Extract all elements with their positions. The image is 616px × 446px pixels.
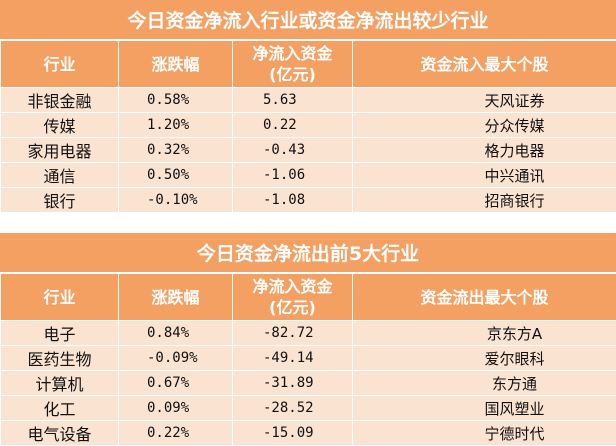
change-cell: -0.09% — [119, 346, 233, 371]
industry-cell: 家用电器 — [1, 138, 119, 163]
inflow-table: 行业 涨跌幅 净流入资金 (亿元) 资金流入最大个股 非银金融 0.58% 5.… — [0, 40, 616, 213]
change-cell: 0.09% — [119, 396, 233, 421]
table-row: 传媒 1.20% 0.22 分众传媒 — [1, 113, 616, 138]
net-inflow-header-line2: (亿元) — [233, 64, 352, 85]
top-stock-cell: 国风塑业 — [353, 396, 616, 421]
change-cell: 0.67% — [119, 371, 233, 396]
top-stock-cell: 中兴通讯 — [353, 163, 616, 188]
table-row: 电子 0.84% -82.72 京东方A — [1, 321, 616, 346]
outflow-header-row: 行业 涨跌幅 净流入资金 (亿元) 资金流出最大个股 — [1, 274, 616, 321]
change-cell: 0.58% — [119, 88, 233, 113]
change-cell: 0.84% — [119, 321, 233, 346]
inflow-table-title: 今日资金净流入行业或资金净流出较少行业 — [0, 0, 616, 40]
net-inflow-cell: -1.08 — [233, 188, 353, 213]
industry-cell: 计算机 — [1, 371, 119, 396]
net-inflow-header-line2: (亿元) — [233, 297, 352, 318]
column-header-change: 涨跌幅 — [119, 274, 233, 321]
table-row: 银行 -0.10% -1.08 招商银行 — [1, 188, 616, 213]
net-inflow-cell: -28.52 — [233, 396, 353, 421]
change-cell: -0.10% — [119, 188, 233, 213]
column-header-net-inflow: 净流入资金 (亿元) — [233, 274, 353, 321]
top-stock-cell: 爱尔眼科 — [353, 346, 616, 371]
industry-cell: 通信 — [1, 163, 119, 188]
top-stock-cell: 宁德时代 — [353, 421, 616, 446]
outflow-section: 今日资金净流出前5大行业 行业 涨跌幅 净流入资金 (亿元) 资金流出最大个股 … — [0, 233, 616, 446]
net-inflow-cell: -1.06 — [233, 163, 353, 188]
column-header-industry: 行业 — [1, 41, 119, 88]
net-inflow-cell: 0.22 — [233, 113, 353, 138]
table-row: 非银金融 0.58% 5.63 天风证券 — [1, 88, 616, 113]
top-stock-cell: 格力电器 — [353, 138, 616, 163]
industry-cell: 电气设备 — [1, 421, 119, 446]
change-cell: 0.22% — [119, 421, 233, 446]
table-row: 家用电器 0.32% -0.43 格力电器 — [1, 138, 616, 163]
industry-cell: 非银金融 — [1, 88, 119, 113]
inflow-section: 今日资金净流入行业或资金净流出较少行业 行业 涨跌幅 净流入资金 (亿元) 资金… — [0, 0, 616, 213]
industry-cell: 银行 — [1, 188, 119, 213]
top-stock-cell: 京东方A — [353, 321, 616, 346]
column-header-top-stock: 资金流出最大个股 — [353, 274, 616, 321]
top-stock-cell: 东方通 — [353, 371, 616, 396]
industry-cell: 传媒 — [1, 113, 119, 138]
net-inflow-header-line1: 净流入资金 — [233, 276, 352, 297]
column-header-net-inflow: 净流入资金 (亿元) — [233, 41, 353, 88]
industry-cell: 医药生物 — [1, 346, 119, 371]
change-cell: 0.32% — [119, 138, 233, 163]
outflow-table: 行业 涨跌幅 净流入资金 (亿元) 资金流出最大个股 电子 0.84% -82.… — [0, 273, 616, 446]
change-cell: 0.50% — [119, 163, 233, 188]
table-row: 电气设备 0.22% -15.09 宁德时代 — [1, 421, 616, 446]
net-inflow-cell: -82.72 — [233, 321, 353, 346]
table-row: 计算机 0.67% -31.89 东方通 — [1, 371, 616, 396]
net-inflow-cell: -31.89 — [233, 371, 353, 396]
table-row: 化工 0.09% -28.52 国风塑业 — [1, 396, 616, 421]
top-stock-cell: 分众传媒 — [353, 113, 616, 138]
column-header-change: 涨跌幅 — [119, 41, 233, 88]
table-row: 通信 0.50% -1.06 中兴通讯 — [1, 163, 616, 188]
industry-cell: 化工 — [1, 396, 119, 421]
net-inflow-header-line1: 净流入资金 — [233, 43, 352, 64]
change-cell: 1.20% — [119, 113, 233, 138]
net-inflow-cell: -15.09 — [233, 421, 353, 446]
industry-cell: 电子 — [1, 321, 119, 346]
column-header-top-stock: 资金流入最大个股 — [353, 41, 616, 88]
top-stock-cell: 招商银行 — [353, 188, 616, 213]
net-inflow-cell: -0.43 — [233, 138, 353, 163]
net-inflow-cell: -49.14 — [233, 346, 353, 371]
inflow-header-row: 行业 涨跌幅 净流入资金 (亿元) 资金流入最大个股 — [1, 41, 616, 88]
outflow-table-title: 今日资金净流出前5大行业 — [0, 233, 616, 273]
net-inflow-cell: 5.63 — [233, 88, 353, 113]
top-stock-cell: 天风证券 — [353, 88, 616, 113]
column-header-industry: 行业 — [1, 274, 119, 321]
table-row: 医药生物 -0.09% -49.14 爱尔眼科 — [1, 346, 616, 371]
